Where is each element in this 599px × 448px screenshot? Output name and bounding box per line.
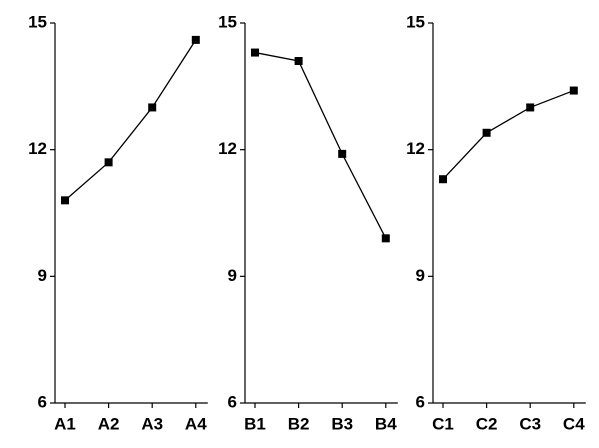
line — [254, 51, 387, 239]
y-tick-label: 12 — [218, 139, 237, 158]
y-tick-label: 12 — [28, 139, 47, 158]
marker — [191, 35, 200, 44]
line — [442, 89, 575, 180]
x-tick-label: A1 — [54, 414, 76, 433]
x-tick-label: B1 — [244, 414, 266, 433]
y-tick-label: 15 — [28, 12, 47, 31]
line — [64, 39, 197, 201]
marker — [381, 234, 390, 243]
x-tick-label: A4 — [185, 414, 207, 433]
y-tick-label: 9 — [38, 266, 47, 285]
x-tick-label: B3 — [331, 414, 353, 433]
y-tick-label: 15 — [218, 12, 237, 31]
marker — [569, 86, 578, 95]
marker — [61, 196, 69, 205]
x-tick-label: A3 — [141, 414, 163, 433]
marker — [338, 149, 347, 158]
marker — [482, 128, 491, 137]
x-tick-label: A2 — [98, 414, 120, 433]
marker — [251, 48, 259, 57]
y-tick-label: 9 — [228, 266, 237, 285]
marker — [526, 103, 535, 112]
x-tick-label: B2 — [288, 414, 310, 433]
marker — [104, 158, 113, 167]
x-tick-label: B4 — [375, 414, 397, 433]
marker — [148, 103, 157, 112]
y-tick-label: 6 — [38, 392, 47, 411]
y-tick-label: 15 — [406, 12, 425, 31]
y-tick-label: 6 — [416, 392, 425, 411]
marker — [294, 57, 303, 65]
y-tick-label: 9 — [416, 266, 425, 285]
y-tick-label: 12 — [406, 139, 425, 158]
marker — [439, 175, 447, 184]
x-tick-label: C1 — [432, 414, 454, 433]
y-tick-label: 6 — [228, 392, 237, 411]
x-tick-label: C2 — [476, 414, 498, 433]
x-tick-label: C4 — [563, 414, 585, 433]
x-tick-label: C3 — [519, 414, 541, 433]
